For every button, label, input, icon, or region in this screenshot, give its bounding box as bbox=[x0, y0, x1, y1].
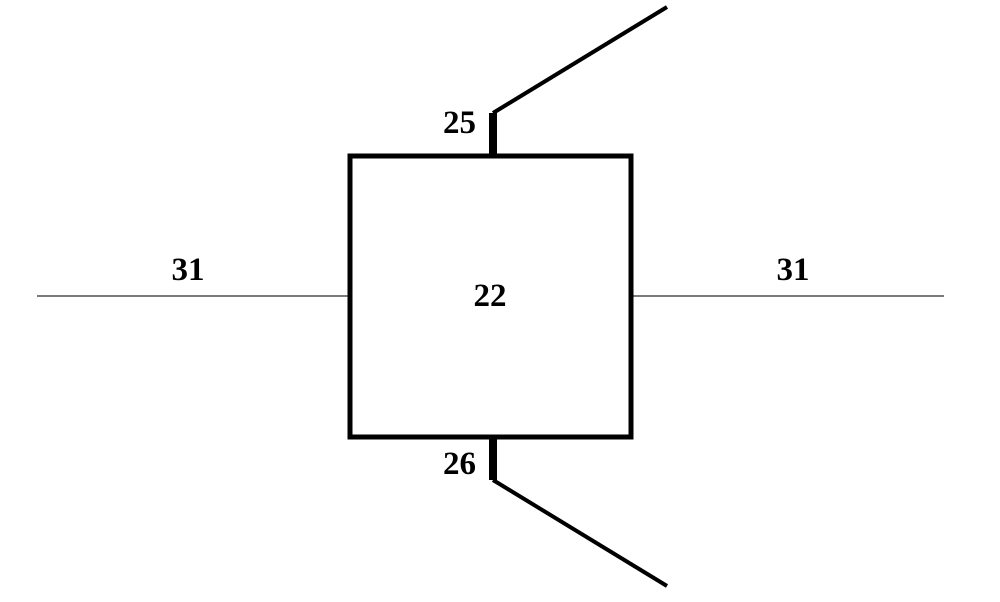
label-stub-top: 25 bbox=[443, 105, 476, 141]
label-line-right: 31 bbox=[777, 252, 810, 288]
diagonal-top bbox=[493, 7, 667, 113]
label-line-left: 31 bbox=[172, 252, 205, 288]
label-box: 22 bbox=[474, 278, 507, 314]
label-stub-bottom: 26 bbox=[443, 446, 476, 482]
diagonal-bottom bbox=[493, 480, 667, 586]
